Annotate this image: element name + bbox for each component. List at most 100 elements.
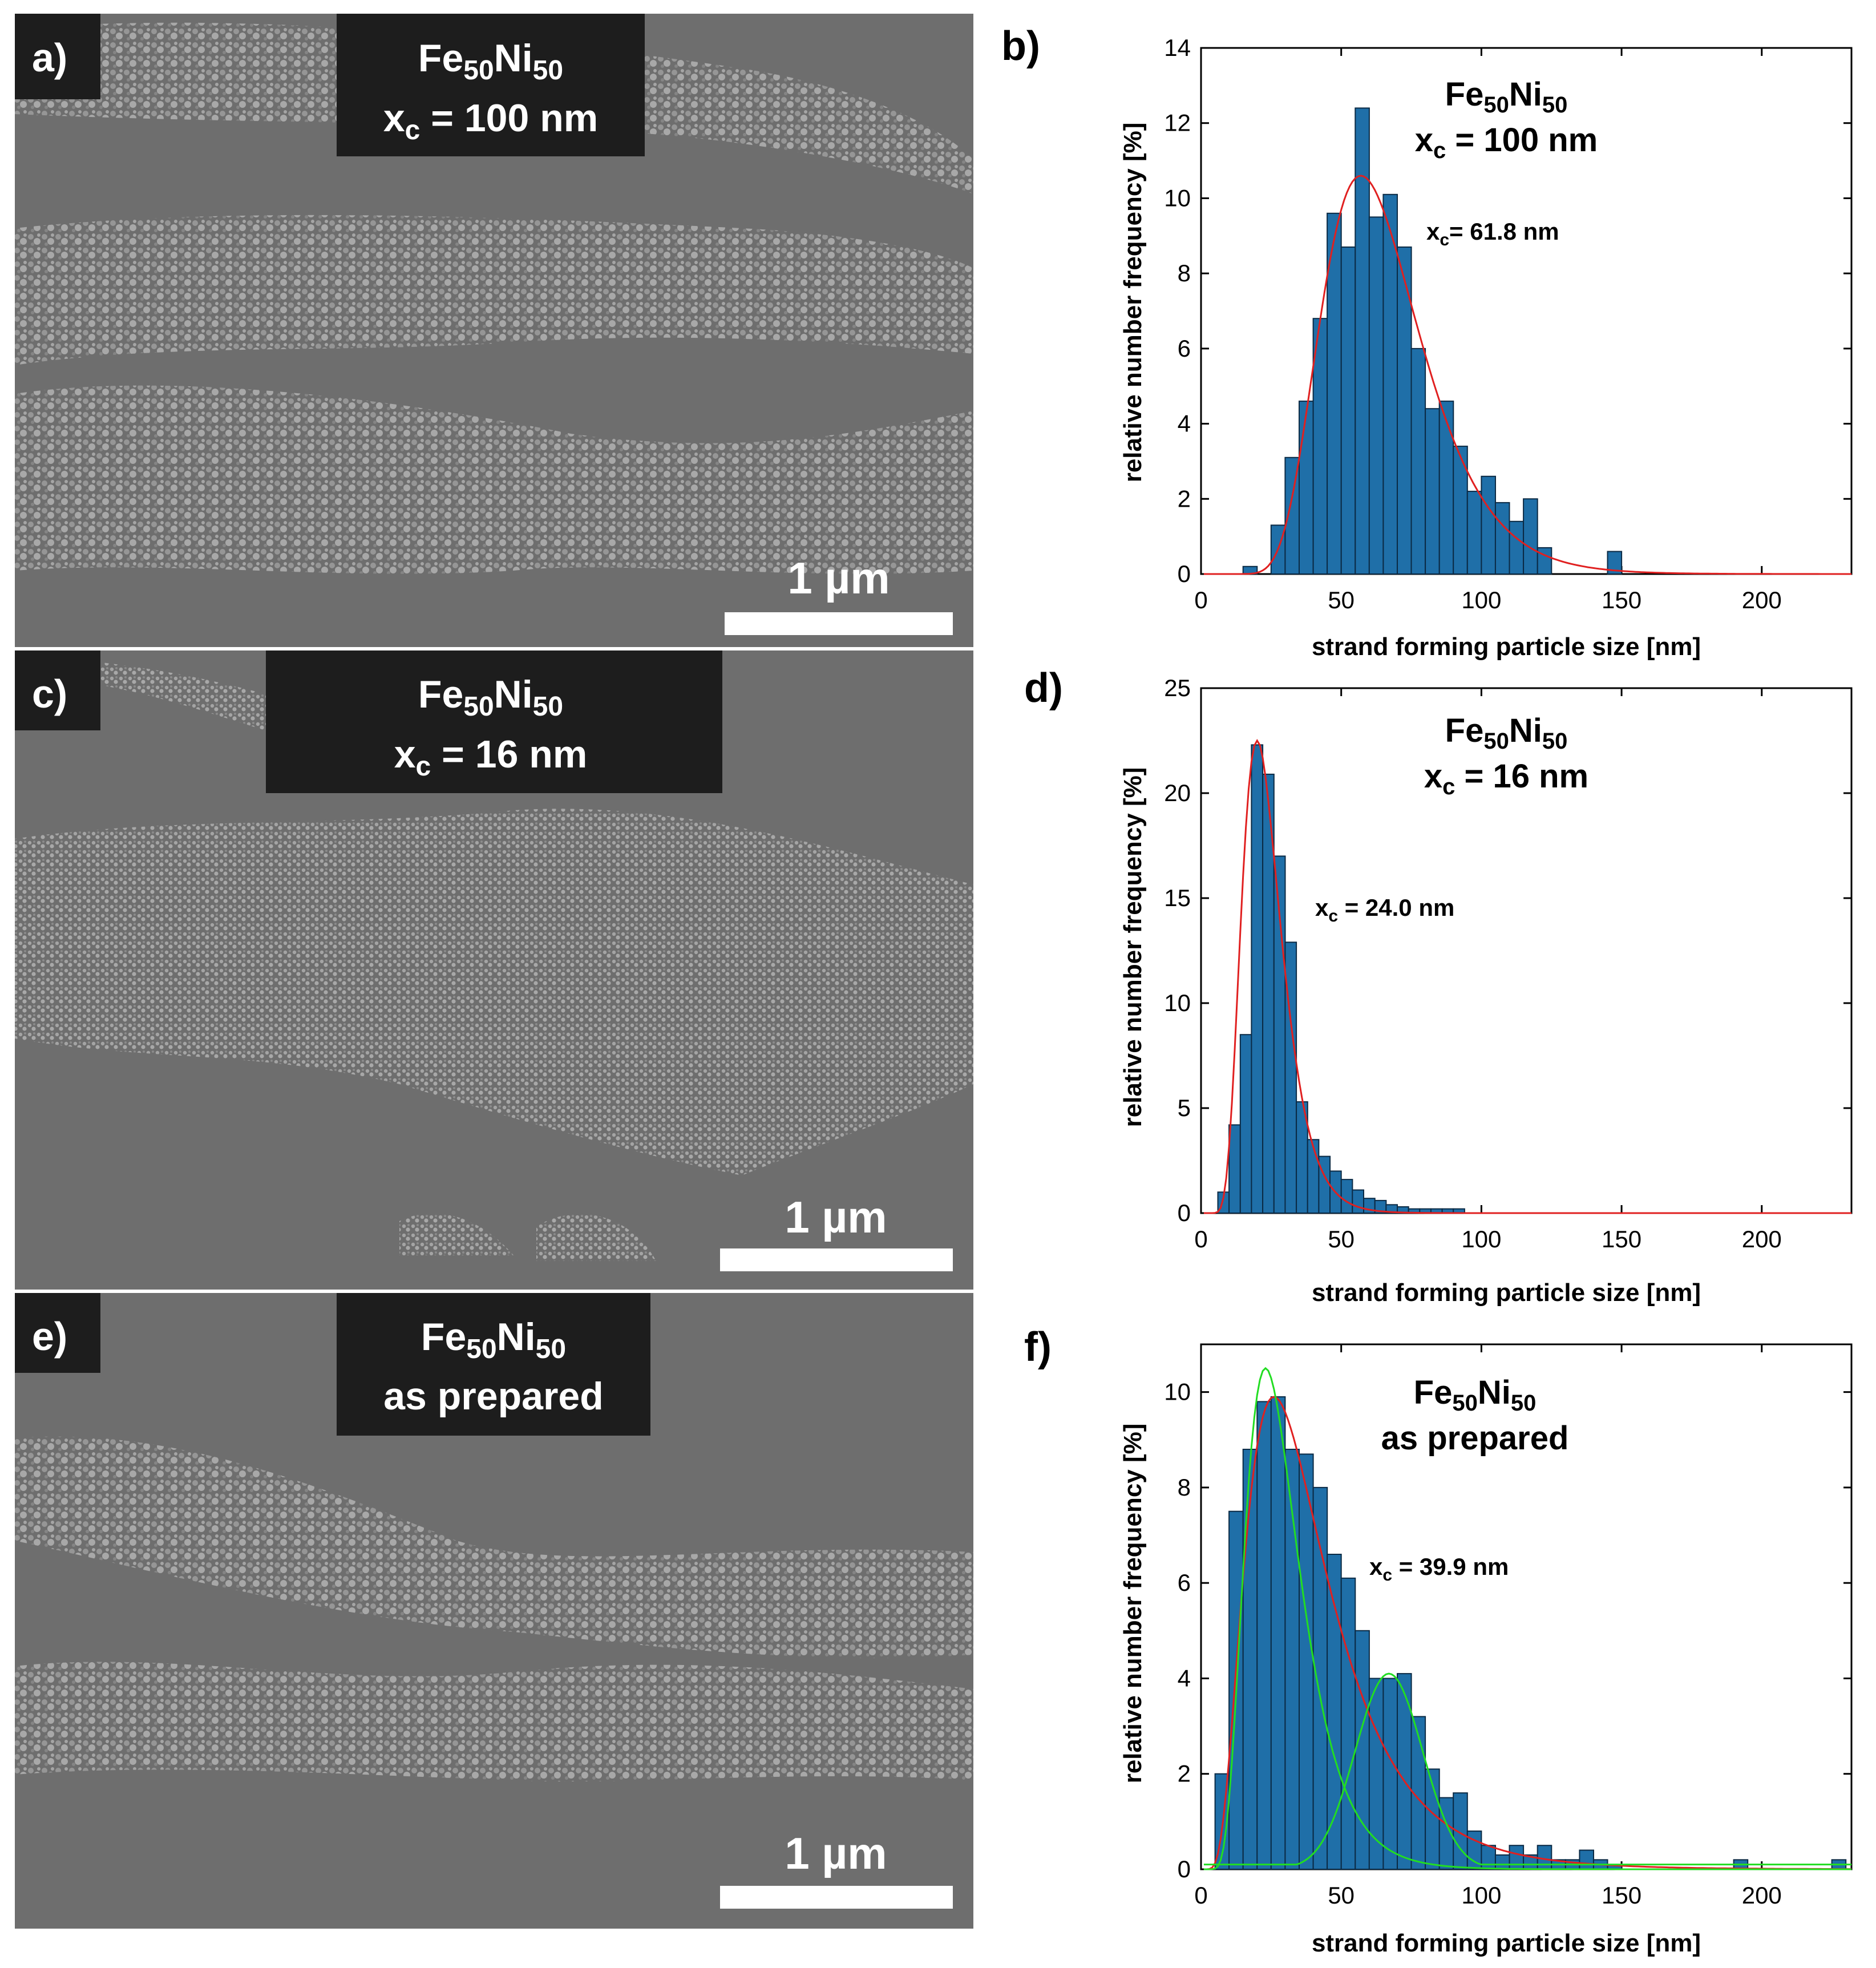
title-box-a [337,14,645,156]
sem-title-line2-a: xc = 100 nm [383,96,598,146]
histogram-bar [1299,1453,1314,1870]
x-tick-label: 200 [1742,587,1782,613]
y-tick-label: 4 [1178,410,1191,437]
x-tick-label: 150 [1602,587,1642,613]
histogram-bar [1382,1678,1398,1870]
x-tick-label: 0 [1194,1882,1207,1909]
histogram-bar [1242,1449,1258,1870]
label-box-c [15,650,100,730]
chart-f: f) relative number frequency [%] strand … [1024,1324,1853,1957]
histogram-bar [1481,1845,1496,1870]
chart-title-line1-b: Fe50Ni50 [1445,76,1568,118]
y-tick-label: 6 [1178,335,1191,362]
histogram-bar [1438,401,1454,575]
fit-curves-f [1203,1367,1851,1870]
title-box-e [337,1293,650,1436]
histogram-bar [1481,475,1496,575]
y-tick-label: 14 [1164,34,1191,61]
chart-title-line2-b: xc = 100 nm [1415,122,1598,163]
y-tick-label: 10 [1164,1379,1191,1405]
histogram-bar [1537,1845,1552,1870]
scale-label-e: 1 µm [785,1828,887,1878]
histogram-bar [1579,1849,1594,1870]
histogram-bar [1327,212,1342,575]
histogram-bar [1251,744,1264,1214]
sem-title-line1-c: Fe50Ni50 [418,673,563,722]
histogram-bar [1537,547,1552,575]
histogram-bar [1299,401,1314,575]
x-tick-labels-b: 0 50 100 150 200 [1194,48,1782,613]
y-tick-label: 10 [1164,184,1191,211]
y-tick-label: 15 [1164,884,1191,911]
x-tick-label: 0 [1194,587,1207,613]
histogram-bar [1397,1673,1412,1870]
scale-bar-c [720,1248,953,1271]
scale-bar-e [720,1886,953,1909]
y-tick-label: 5 [1178,1094,1191,1121]
chart-title-line2-d: xc = 16 nm [1424,758,1588,799]
histogram-bar [1523,498,1538,575]
y-tick-labels-f: 0 2 4 6 8 10 [1164,1379,1851,1882]
sem-panel-c: c) Fe50Ni50 xc = 16 nm 1 µm [15,650,973,1290]
fit-curve [1203,1672,1851,1866]
histogram-bar [1228,1124,1241,1214]
sem-panel-e: e) Fe50Ni50 as prepared 1 µm [15,1293,973,1929]
histogram-bar [1284,1449,1300,1870]
panel-letter-e: e) [32,1314,67,1359]
x-axis-title-d: strand forming particle size [nm] [1312,1279,1701,1307]
chart-letter-b: b) [1001,23,1040,69]
annotation-f: xc = 39.9 nm [1369,1553,1509,1585]
x-tick-label: 100 [1461,1882,1501,1909]
y-tick-label: 2 [1178,1760,1191,1787]
y-tick-label: 8 [1178,1474,1191,1501]
histogram-bar [1340,246,1356,575]
histogram-bar [1355,1630,1370,1870]
sem-title-line2-e: as prepared [383,1375,604,1418]
histogram-bar [1256,1401,1272,1870]
y-tick-label: 8 [1178,260,1191,286]
histogram-bar [1284,941,1297,1214]
histogram-bar [1509,520,1525,575]
sem-title-line2-c: xc = 16 nm [394,733,588,782]
y-tick-label: 10 [1164,989,1191,1016]
chart-title-line1-d: Fe50Ni50 [1445,712,1568,754]
annotation-d: xc = 24.0 nm [1315,894,1454,926]
scale-label-c: 1 µm [785,1192,887,1242]
sem-panel-a: a) Fe50Ni50 xc = 100 nm 1 µm [15,14,973,647]
fit-curve [1203,175,1851,575]
x-tick-label: 150 [1602,1226,1642,1252]
x-tick-label: 50 [1328,1882,1355,1909]
chart-title-line2-f: as prepared [1381,1420,1569,1457]
histogram-bar [1494,1854,1510,1870]
y-axis-title-f: relative number frequency [%] [1119,1424,1147,1784]
panel-letter-c: c) [32,672,67,716]
histogram-bar [1425,408,1440,575]
chart-letter-f: f) [1024,1324,1052,1370]
fit-curve [1203,739,1851,1214]
y-tick-label: 2 [1178,485,1191,512]
sem-title-line1-e: Fe50Ni50 [421,1315,566,1364]
histogram-bar [1368,216,1384,575]
y-tick-label: 6 [1178,1569,1191,1596]
histogram-bar [1318,1155,1331,1214]
y-tick-label: 0 [1178,1856,1191,1882]
histogram-bar [1352,1189,1365,1214]
fit-curves-b [1203,175,1851,575]
x-tick-label: 50 [1328,587,1355,613]
histogram-bar [1368,1678,1384,1870]
y-tick-label: 20 [1164,779,1191,806]
scale-bar-a [725,612,953,635]
histogram-bar [1340,1179,1353,1214]
chart-d: d) relative number frequency [%] strand … [1024,665,1853,1307]
x-axis-title-f: strand forming particle size [nm] [1312,1929,1701,1957]
sem-title-line1-a: Fe50Ni50 [418,37,563,86]
x-axis-title-b: strand forming particle size [nm] [1312,633,1701,661]
y-tick-label: 4 [1178,1664,1191,1691]
particle-strands-e [15,1436,973,1782]
x-tick-label: 200 [1742,1226,1782,1252]
chart-b: b) relative number frequency [%] strand … [1001,23,1853,661]
x-tick-label: 100 [1461,1226,1501,1252]
y-tick-labels-b: 0 2 4 6 8 10 12 14 [1164,34,1851,587]
y-tick-label: 0 [1178,1199,1191,1226]
